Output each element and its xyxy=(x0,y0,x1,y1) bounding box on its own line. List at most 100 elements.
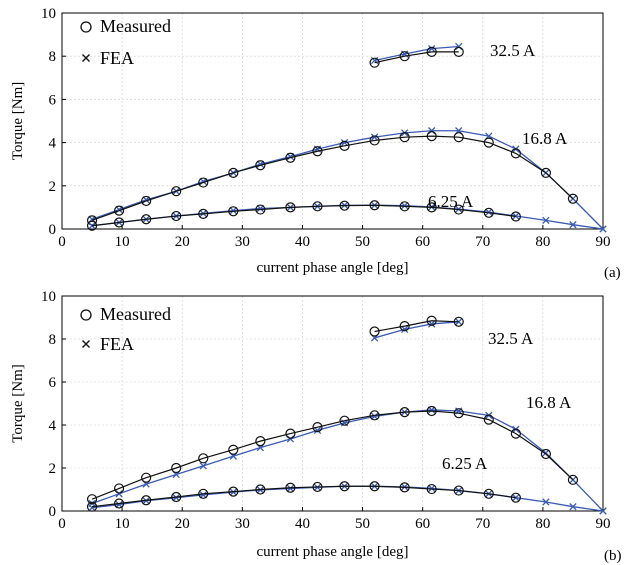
measured-point xyxy=(114,498,125,509)
y-tick-label: 0 xyxy=(49,222,57,238)
legend-measured-marker xyxy=(80,309,92,321)
measured-point xyxy=(369,57,380,68)
measured-point xyxy=(198,177,209,188)
measured-point xyxy=(453,316,464,327)
measured-point xyxy=(114,483,125,494)
label-16-8a: 16.8 A xyxy=(526,393,572,412)
x-tick-label: 70 xyxy=(475,516,490,532)
measured-point xyxy=(399,51,410,62)
fea-line xyxy=(374,45,459,62)
measured-point xyxy=(510,492,521,503)
measured-line xyxy=(91,204,516,227)
measured-point xyxy=(399,201,410,212)
measured-point xyxy=(171,462,182,474)
x-tick-label: 0 xyxy=(58,516,66,532)
measured-point xyxy=(339,140,350,151)
x-tick-label: 70 xyxy=(475,234,490,250)
measured-point xyxy=(114,205,125,216)
fea-line xyxy=(374,321,459,339)
x-tick-label: 80 xyxy=(535,516,550,532)
fea-point xyxy=(115,500,123,509)
measured-point xyxy=(510,211,521,222)
measured-point xyxy=(510,428,521,439)
measured-point xyxy=(228,167,239,178)
legend-measured-marker xyxy=(80,21,92,33)
y-tick-label: 4 xyxy=(49,136,57,152)
measured-line xyxy=(91,485,516,508)
legend-fea-marker xyxy=(82,340,90,348)
x-tick-label: 60 xyxy=(415,234,430,250)
measured-point xyxy=(426,315,437,326)
x-tick-label: 40 xyxy=(295,516,310,532)
label-32-5a: 32.5 A xyxy=(488,329,534,348)
measured-point xyxy=(198,453,209,464)
series-32-5-a xyxy=(369,42,464,68)
measured-point xyxy=(339,415,350,426)
measured-point xyxy=(255,436,266,447)
x-axis-label: current phase angle [deg] xyxy=(256,260,408,276)
x-tick-label: 50 xyxy=(355,234,370,250)
fea-point xyxy=(229,206,237,215)
measured-point xyxy=(399,482,410,493)
fea-point xyxy=(542,449,550,457)
x-tick-label: 0 xyxy=(58,234,66,250)
measured-point xyxy=(369,135,380,146)
measured-point xyxy=(540,167,551,178)
panel-label: (a) xyxy=(604,265,621,281)
measured-point xyxy=(86,220,98,231)
measured-point xyxy=(399,132,410,143)
legend: Measured FEA xyxy=(80,16,171,68)
series-6-25-a xyxy=(86,200,607,233)
measured-point xyxy=(453,485,464,496)
measured-point xyxy=(453,46,464,57)
label-32-5a: 32.5 A xyxy=(490,41,536,60)
measured-point xyxy=(426,131,437,142)
y-tick-label: 2 xyxy=(49,179,57,195)
measured-point xyxy=(255,484,266,495)
measured-point xyxy=(285,428,296,439)
measured-point xyxy=(453,132,464,143)
fea-point xyxy=(599,225,607,233)
measured-point xyxy=(567,193,579,204)
measured-point xyxy=(399,321,410,332)
x-tick-label: 20 xyxy=(175,516,190,532)
x-axis-label: current phase angle [deg] xyxy=(256,544,408,560)
fea-point xyxy=(428,127,436,135)
measured-point xyxy=(540,448,551,460)
measured-point xyxy=(255,160,266,171)
x-tick-label: 40 xyxy=(295,234,310,250)
fea-point xyxy=(370,133,379,141)
x-tick-label: 30 xyxy=(235,234,250,250)
measured-point xyxy=(171,491,182,503)
fea-point xyxy=(485,208,493,216)
legend-fea-label: FEA xyxy=(100,334,134,354)
measured-point xyxy=(141,495,152,506)
series-16-8-a xyxy=(86,405,607,515)
measured-point xyxy=(510,148,521,159)
measured-line xyxy=(91,410,574,500)
label-16-8a: 16.8 A xyxy=(522,129,568,148)
fea-point xyxy=(199,491,207,499)
series-6-25-a xyxy=(86,481,607,515)
measured-point xyxy=(453,408,464,419)
measured-point xyxy=(228,444,239,455)
y-tick-label: 2 xyxy=(49,461,57,477)
measured-point xyxy=(339,481,350,492)
fea-point xyxy=(286,484,295,493)
y-tick-label: 4 xyxy=(49,418,57,434)
fea-point xyxy=(88,504,96,512)
y-tick-label: 0 xyxy=(49,504,57,520)
measured-point xyxy=(399,407,410,418)
measured-point xyxy=(198,488,209,499)
y-tick-label: 6 xyxy=(49,92,57,108)
measured-point xyxy=(86,501,98,512)
measured-point xyxy=(426,202,437,213)
fea-point xyxy=(428,484,436,493)
fea-point xyxy=(542,498,550,506)
y-tick-label: 10 xyxy=(41,6,56,22)
x-tick-label: 10 xyxy=(115,234,130,250)
measured-point xyxy=(369,326,380,337)
fea-point xyxy=(286,435,295,443)
legend-measured-label: Measured xyxy=(100,16,171,36)
fea-point xyxy=(428,320,436,328)
